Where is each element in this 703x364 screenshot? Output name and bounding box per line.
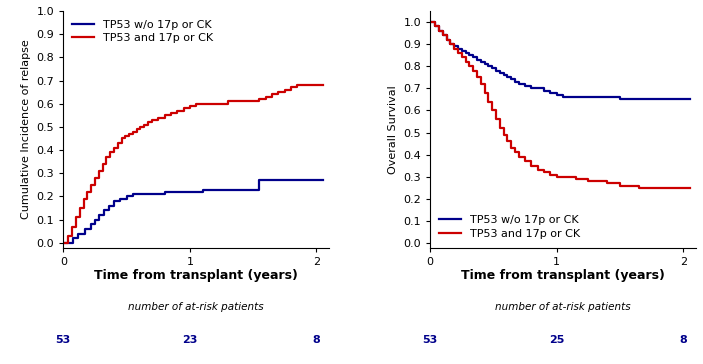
TP53 w/o 17p or CK [503, 73, 512, 77]
TP53 w/o 17p or CK [186, 190, 194, 194]
TP53 and 17p or CK [603, 179, 612, 183]
Text: 53: 53 [423, 335, 438, 345]
TP53 and 17p or CK [262, 95, 270, 99]
Legend: TP53 w/o 17p or CK, TP53 and 17p or CK: TP53 w/o 17p or CK, TP53 and 17p or CK [436, 212, 583, 242]
TP53 w/o 17p or CK [472, 55, 481, 60]
TP53 w/o 17p or CK [105, 208, 113, 213]
TP53 w/o 17p or CK [59, 241, 67, 245]
Text: 25: 25 [549, 335, 565, 345]
TP53 w/o 17p or CK [81, 227, 89, 231]
TP53 w/o 17p or CK [318, 178, 327, 182]
TP53 and 17p or CK [83, 197, 91, 201]
TP53 and 17p or CK [426, 20, 434, 24]
TP53 w/o 17p or CK [255, 178, 264, 182]
Y-axis label: Overall Survival: Overall Survival [388, 85, 398, 174]
TP53 and 17p or CK [635, 186, 643, 190]
TP53 and 17p or CK [465, 60, 474, 64]
TP53 w/o 17p or CK [453, 44, 462, 48]
TP53 and 17p or CK [685, 186, 694, 190]
TP53 w/o 17p or CK [616, 97, 624, 102]
TP53 and 17p or CK [318, 83, 327, 87]
TP53 w/o 17p or CK [69, 236, 77, 241]
TP53 and 17p or CK [458, 51, 466, 55]
Line: TP53 and 17p or CK: TP53 and 17p or CK [63, 85, 323, 243]
TP53 w/o 17p or CK [91, 222, 99, 226]
Line: TP53 w/o 17p or CK: TP53 w/o 17p or CK [63, 180, 323, 243]
TP53 w/o 17p or CK [685, 97, 694, 102]
Line: TP53 w/o 17p or CK: TP53 w/o 17p or CK [430, 22, 690, 99]
TP53 and 17p or CK [106, 155, 115, 159]
TP53 and 17p or CK [59, 241, 67, 245]
TP53 w/o 17p or CK [148, 192, 156, 196]
TP53 and 17p or CK [102, 162, 110, 166]
Line: TP53 and 17p or CK: TP53 and 17p or CK [430, 22, 690, 188]
TP53 w/o 17p or CK [469, 55, 477, 60]
Y-axis label: Cumulative Incidence of relapse: Cumulative Incidence of relapse [21, 39, 31, 219]
TP53 w/o 17p or CK [685, 97, 694, 102]
Text: 53: 53 [56, 335, 71, 345]
Text: Time from transplant (years): Time from transplant (years) [461, 269, 665, 282]
Legend: TP53 w/o 17p or CK, TP53 and 17p or CK: TP53 w/o 17p or CK, TP53 and 17p or CK [69, 16, 217, 47]
Text: Time from transplant (years): Time from transplant (years) [94, 269, 298, 282]
Text: 23: 23 [182, 335, 198, 345]
Text: 8: 8 [313, 335, 321, 345]
Text: number of at-risk patients: number of at-risk patients [495, 302, 631, 312]
TP53 and 17p or CK [515, 155, 523, 159]
TP53 and 17p or CK [572, 177, 580, 181]
TP53 w/o 17p or CK [439, 29, 447, 33]
Text: 8: 8 [679, 335, 688, 345]
Text: number of at-risk patients: number of at-risk patients [129, 302, 264, 312]
TP53 and 17p or CK [318, 83, 327, 87]
TP53 and 17p or CK [299, 83, 308, 87]
TP53 and 17p or CK [450, 46, 458, 51]
TP53 w/o 17p or CK [426, 20, 434, 24]
TP53 and 17p or CK [293, 83, 302, 87]
